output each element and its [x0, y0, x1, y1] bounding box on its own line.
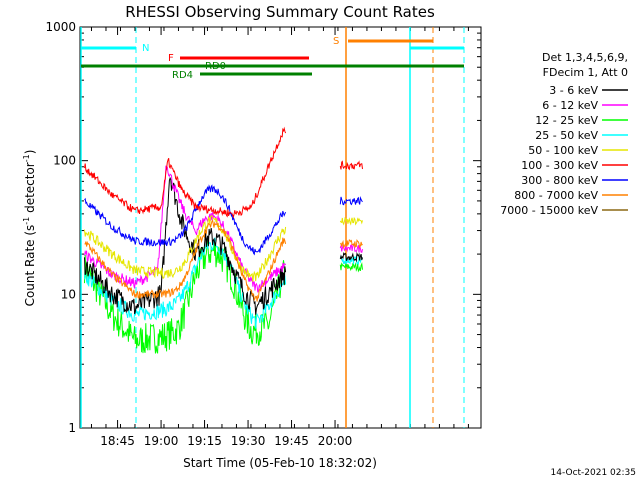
y-axis-label-part3: ): [23, 150, 37, 155]
y-axis-label-part1: Count Rate (s: [23, 225, 37, 307]
legend-entry-label: 3 - 6 keV: [549, 84, 598, 97]
x-tick-label: 19:30: [231, 434, 266, 448]
render-timestamp: 14-Oct-2021 02:35: [551, 468, 636, 478]
plot-frame: [79, 26, 482, 429]
series-curve-3: [84, 165, 287, 293]
legend-entry-label: 7000 - 15000 keV: [500, 204, 598, 217]
x-axis-ticks: 18:45 19:00 19:15 19:30 19:45 20:00: [90, 27, 469, 448]
y-tick-label: 1: [68, 421, 76, 435]
y-tick-label: 10: [61, 287, 76, 301]
series-curve-6: [84, 184, 287, 256]
series-curve-post-7: [339, 160, 363, 171]
series-curve-post-4: [339, 216, 363, 226]
legend-entry-label: 25 - 50 keV: [535, 129, 598, 142]
y-axis-label-sup2: -1: [22, 154, 31, 162]
legend-entry-label: 300 - 800 keV: [521, 174, 598, 187]
series-curve-post-6: [339, 196, 363, 206]
legend-entry-label: 6 - 12 keV: [542, 99, 598, 112]
series-curve-post-0: [339, 262, 363, 273]
series-curve-post-1: [339, 254, 363, 266]
legend-entry-label: 50 - 100 keV: [528, 144, 598, 157]
legend-entry-label: 12 - 25 keV: [535, 114, 598, 127]
y-axis-label: Count Rate (s-1 detector-1): [22, 150, 37, 307]
series-lines: [84, 126, 363, 354]
legend-header-1: Det 1,3,4,5,6,9,: [542, 51, 628, 64]
y-axis-label-part2: detector: [23, 162, 37, 217]
legend-entry-label: 100 - 300 keV: [521, 159, 598, 172]
legend-header-2: FDecim 1, Att 0: [543, 66, 628, 79]
y-tick-label: 1000: [45, 20, 76, 34]
series-curve-5: [84, 219, 287, 302]
series-curve-0: [84, 239, 287, 354]
x-tick-label: 19:00: [144, 434, 179, 448]
saa-label: S: [333, 36, 339, 47]
x-axis-label: Start Time (05-Feb-10 18:32:02): [183, 456, 377, 470]
series-curve-7: [84, 126, 287, 219]
night-label: N: [142, 43, 149, 54]
x-tick-label: 19:15: [187, 434, 222, 448]
rd4-label: RD4: [172, 70, 193, 81]
legend: Det 1,3,4,5,6,9, FDecim 1, Att 0 3 - 6 k…: [500, 51, 628, 217]
x-tick-label: 20:00: [318, 434, 353, 448]
series-curve-4: [84, 215, 287, 282]
series-curve-post-2: [339, 251, 363, 263]
rd0-label: RD0: [205, 61, 226, 72]
x-tick-label: 18:45: [100, 434, 135, 448]
series-curve-1: [84, 237, 287, 329]
chart-title: RHESSI Observing Summary Count Rates: [125, 3, 435, 21]
legend-entry-label: 800 - 7000 keV: [514, 189, 598, 202]
y-axis-label-sup1: -1: [22, 217, 31, 225]
flare-label: F: [168, 53, 174, 64]
x-tick-label: 19:45: [274, 434, 309, 448]
y-axis-ticks: 1 10 100 1000: [45, 20, 481, 435]
series-curve-post-5: [339, 239, 363, 250]
y-tick-label: 100: [53, 154, 76, 168]
